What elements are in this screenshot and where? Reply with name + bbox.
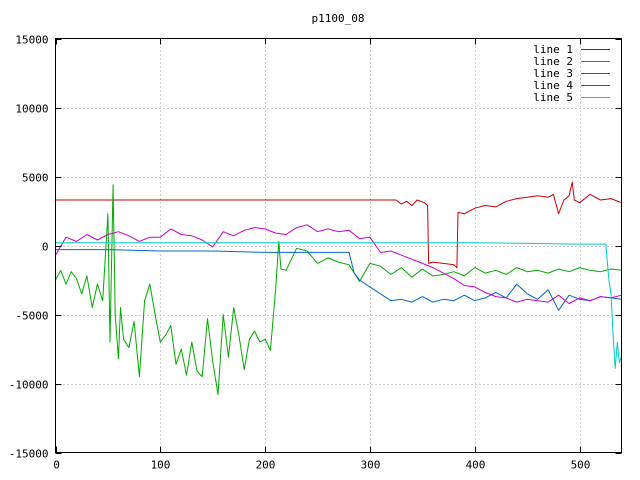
grid-lines: [55, 38, 622, 453]
series-line-3: [55, 249, 622, 311]
legend-label: line 3: [533, 67, 573, 80]
series-line-4: [55, 224, 622, 304]
x-tick-label: 100: [151, 459, 171, 472]
y-tick-label: 5000: [22, 172, 49, 185]
legend-label: line 5: [533, 91, 573, 104]
chart-title: p1100_08: [312, 12, 365, 25]
y-tick-label: -5000: [15, 310, 48, 323]
y-tick-label: 10000: [15, 103, 48, 116]
series-line-5: [55, 242, 622, 369]
y-tick-label: -10000: [9, 379, 49, 392]
legend-label: line 4: [533, 79, 573, 92]
y-tick-label: 0: [42, 241, 49, 254]
legend-label: line 2: [533, 55, 573, 68]
y-tick-label: -15000: [9, 448, 49, 461]
x-tick-label: 400: [466, 459, 486, 472]
x-tick-label: 500: [571, 459, 591, 472]
x-tick-label: 300: [361, 459, 381, 472]
y-tick-label: 15000: [15, 34, 48, 47]
legend-label: line 1: [533, 43, 573, 56]
x-tick-label: 200: [256, 459, 276, 472]
plot-frame: [55, 38, 622, 453]
axis-ticks: 0 100 200 300 400 500 -15000 -10000 -5000 0 5000 10…: [9, 34, 622, 472]
series-lines: [55, 181, 622, 395]
x-tick-label: 0: [53, 459, 60, 472]
series-line-2: [55, 184, 622, 395]
series-line-1: [55, 181, 622, 269]
